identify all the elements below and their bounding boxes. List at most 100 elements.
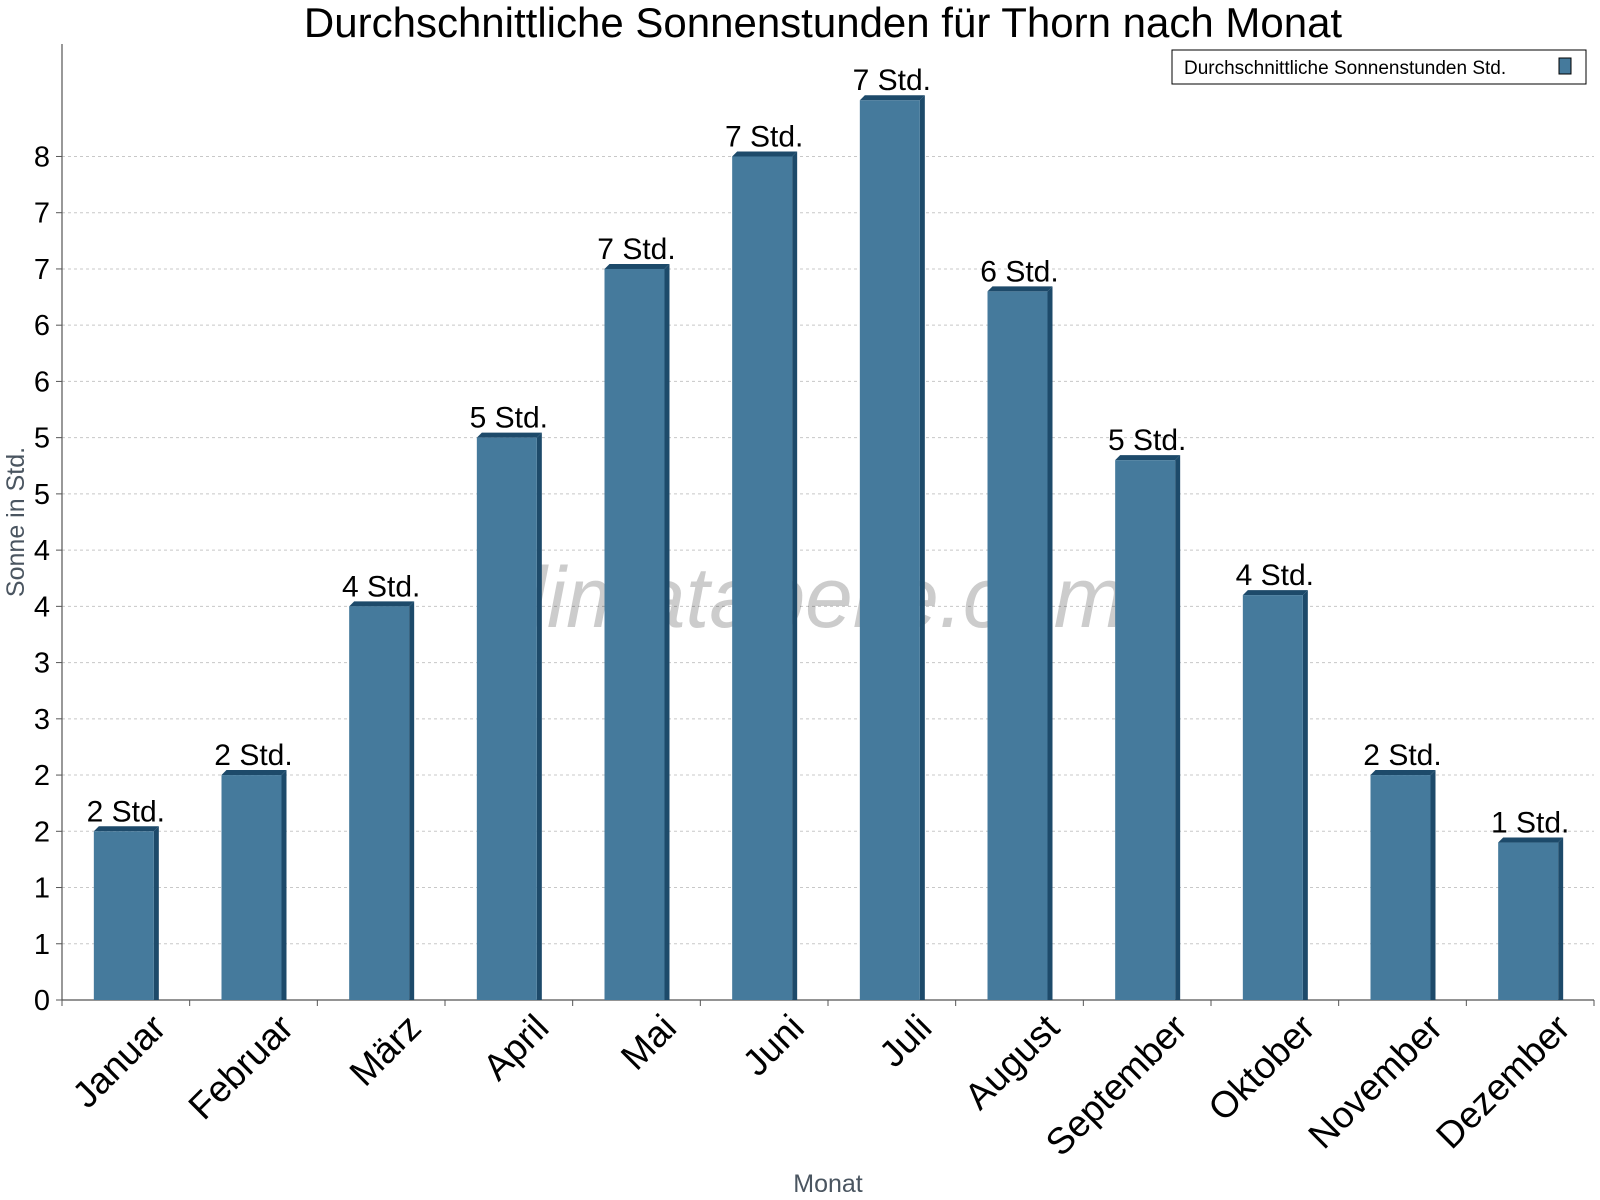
y-tick-label: 2 <box>34 760 50 792</box>
data-label: 2 Std. <box>1363 739 1441 772</box>
y-axis-title: Sonne in Std. <box>2 447 30 597</box>
bar-front <box>1498 842 1559 1000</box>
bar-side <box>1302 590 1308 1000</box>
bar-top <box>604 263 670 269</box>
bar-front <box>1242 595 1303 1000</box>
y-tick-label: 5 <box>34 423 50 455</box>
bar-side <box>1558 837 1564 1000</box>
data-label: 6 Std. <box>980 255 1058 288</box>
x-tick-label: Januar <box>64 1007 173 1116</box>
bar-front <box>604 268 665 1000</box>
bar-top <box>987 286 1053 292</box>
x-tick-label: Mai <box>613 1007 684 1078</box>
bar-top <box>1498 837 1564 843</box>
bar-top <box>93 826 159 832</box>
bar-side <box>792 151 798 1000</box>
y-tick-label: 3 <box>34 648 50 680</box>
bar-front <box>1370 775 1431 1000</box>
bar-top <box>1115 455 1181 461</box>
y-tick-label: 1 <box>34 929 50 961</box>
x-tick-labels: Januar Februar März April Mai Juni Juli AugustS… <box>64 1006 1577 1163</box>
bar-top <box>859 95 925 101</box>
bar <box>221 770 287 1000</box>
bar-top <box>221 770 287 776</box>
bar <box>349 601 415 1000</box>
data-label: 5 Std. <box>1108 424 1186 457</box>
legend-box <box>1171 49 1587 85</box>
bar-front <box>349 606 410 1000</box>
x-tick-label: Februar <box>181 1007 302 1128</box>
x-tick-label: November <box>1300 1007 1450 1157</box>
bar-front <box>1115 460 1176 1000</box>
bar-top <box>732 151 798 157</box>
bar <box>93 826 159 1000</box>
y-tick-label: 7 <box>34 254 50 286</box>
data-label: 4 Std. <box>1236 559 1314 592</box>
data-label: 7 Std. <box>853 64 931 97</box>
legend: Durchschnittliche Sonnenstunden Std. <box>1171 49 1587 85</box>
bar-side <box>1047 286 1053 1000</box>
bar-top <box>1242 590 1308 596</box>
bar-top <box>349 601 415 607</box>
bar <box>1242 590 1308 1000</box>
legend-entry-label: Durchschnittliche Sonnenstunden Std. <box>1184 58 1506 79</box>
y-tick-label: 5 <box>34 479 50 511</box>
data-label: 5 Std. <box>470 402 548 435</box>
y-tick-label: 4 <box>34 591 50 623</box>
data-label: 1 Std. <box>1491 807 1569 840</box>
y-tick-label: 8 <box>34 141 50 173</box>
y-tick-label: 6 <box>34 310 50 342</box>
data-label: 2 Std. <box>214 739 292 772</box>
y-tick-label: 3 <box>34 704 50 736</box>
data-label: 4 Std. <box>342 570 420 603</box>
y-tick-label: 2 <box>34 816 50 848</box>
bar-side <box>664 263 670 1000</box>
y-tick-label: 4 <box>34 535 50 567</box>
x-tick-label: März <box>342 1007 429 1094</box>
bar <box>1498 837 1564 1000</box>
bar-side <box>536 432 542 1000</box>
bars <box>93 95 1564 1000</box>
data-label: 2 Std. <box>87 795 165 828</box>
bar-side <box>281 770 287 1000</box>
bar <box>604 263 670 1000</box>
bar-front <box>476 437 537 1000</box>
bar <box>1115 455 1181 1000</box>
bar <box>732 151 798 1000</box>
bar <box>476 432 542 1000</box>
bar-top <box>1370 770 1436 776</box>
x-tick-label: Oktober <box>1200 1007 1322 1129</box>
bar-side <box>153 826 159 1000</box>
legend-swatch <box>1558 57 1572 75</box>
bar-front <box>987 291 1048 1000</box>
axes <box>61 44 1595 1006</box>
bar-front <box>93 831 154 1000</box>
y-tick-label: 7 <box>34 198 50 230</box>
y-tick-labels: 0 1 1 2 2 3 3 4 4 5 5 6 6 7 7 8 <box>34 141 62 1017</box>
data-labels: 2 Std. 2 Std. 4 Std. 5 Std. 7 Std. 7 Std. 7 St… <box>87 64 1570 839</box>
bar <box>987 286 1053 1000</box>
bar <box>1370 770 1436 1000</box>
x-tick-label: Dezember <box>1428 1007 1578 1157</box>
bar-side <box>1430 770 1436 1000</box>
bar-front <box>859 100 920 1000</box>
x-tick-label: April <box>475 1007 556 1088</box>
bar <box>859 95 925 1000</box>
bar-side <box>919 95 925 1000</box>
x-axis-title: Monat <box>793 1170 863 1198</box>
y-tick-label: 0 <box>34 985 50 1017</box>
y-tick-label: 1 <box>34 873 50 905</box>
bar-side <box>409 601 415 1000</box>
bar-front <box>221 775 282 1000</box>
bar-side <box>1175 455 1181 1000</box>
data-label: 7 Std. <box>597 233 675 266</box>
bar-front <box>732 156 793 1000</box>
data-label: 7 Std. <box>725 120 803 153</box>
y-tick-label: 6 <box>34 366 50 398</box>
x-tick-label: Juli <box>871 1007 939 1075</box>
x-tick-label: August <box>957 1006 1068 1117</box>
bar-top <box>476 432 542 438</box>
chart-title: Durchschnittliche Sonnenstunden für Thor… <box>304 0 1343 46</box>
x-tick-label: Juni <box>735 1007 812 1084</box>
